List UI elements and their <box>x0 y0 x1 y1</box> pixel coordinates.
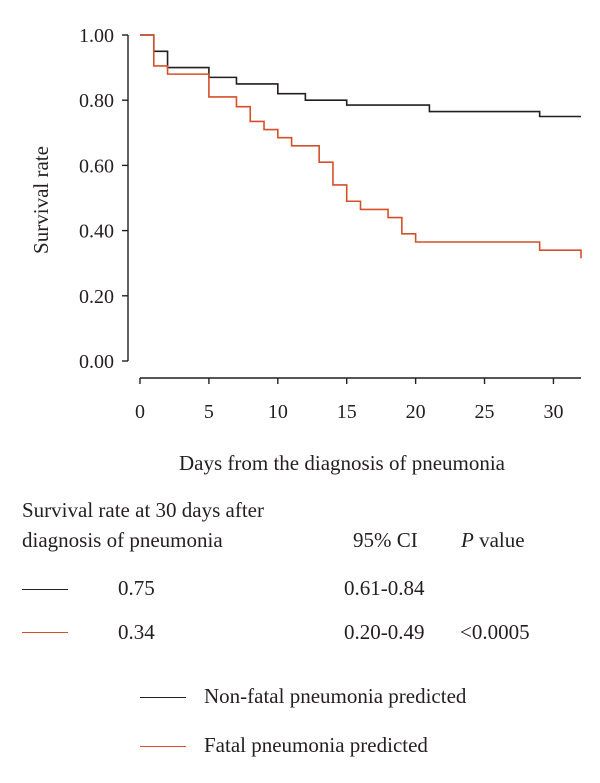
table-p-header: P value <box>461 530 525 551</box>
y-tick-label: 1.00 <box>79 25 114 47</box>
x-axis-title: Days from the diagnosis of pneumonia <box>179 451 506 475</box>
y-tick-label: 0.80 <box>79 90 114 112</box>
x-tick-label: 10 <box>268 401 288 423</box>
chart-ticks: 0.00 0.20 0.40 0.60 0.80 1.00 0 5 10 15 20 25 30 <box>79 25 563 423</box>
table-heading-line2: diagnosis of pneumonia <box>22 528 223 552</box>
table-ci-header: 95% CI <box>353 528 418 552</box>
x-tick-label: 0 <box>135 401 145 423</box>
legend-line-fatal <box>140 746 186 747</box>
y-tick-label: 0.60 <box>79 155 114 177</box>
survival-chart: 0.00 0.20 0.40 0.60 0.80 1.00 0 5 10 15 20 25 30 Sur… <box>29 25 582 475</box>
table-row-value-fatal: 0.34 <box>118 620 155 644</box>
series-line-nonfatal <box>140 34 581 118</box>
x-tick-label: 15 <box>337 401 357 423</box>
y-tick-label: 0.00 <box>79 351 114 373</box>
legend-label-nonfatal: Non-fatal pneumonia predicted <box>204 684 467 708</box>
chart-series <box>140 34 582 259</box>
table-heading-line1: Survival rate at 30 days after <box>22 498 264 522</box>
y-axis-title: Survival rate <box>29 146 53 254</box>
legend-line-nonfatal <box>140 697 186 698</box>
y-tick-label: 0.20 <box>79 286 114 308</box>
series-line-fatal <box>140 34 582 259</box>
legend-label-fatal: Fatal pneumonia predicted <box>204 733 428 757</box>
p-header-italic: P <box>461 528 474 552</box>
y-tick-label: 0.40 <box>79 221 114 243</box>
table-row-value-nonfatal: 0.75 <box>118 576 155 600</box>
table-row-p-fatal: <0.0005 <box>460 620 530 644</box>
table-row-line-nonfatal <box>22 589 68 590</box>
x-tick-label: 30 <box>543 401 563 423</box>
x-tick-label: 5 <box>204 401 214 423</box>
p-header-rest: value <box>473 528 525 552</box>
table-row-ci-fatal: 0.20-0.49 <box>344 620 425 644</box>
table-row-line-fatal <box>22 632 68 633</box>
x-tick-label: 20 <box>406 401 426 423</box>
chart-axes <box>127 35 581 379</box>
x-tick-label: 25 <box>475 401 495 423</box>
table-row-ci-nonfatal: 0.61-0.84 <box>344 576 425 600</box>
